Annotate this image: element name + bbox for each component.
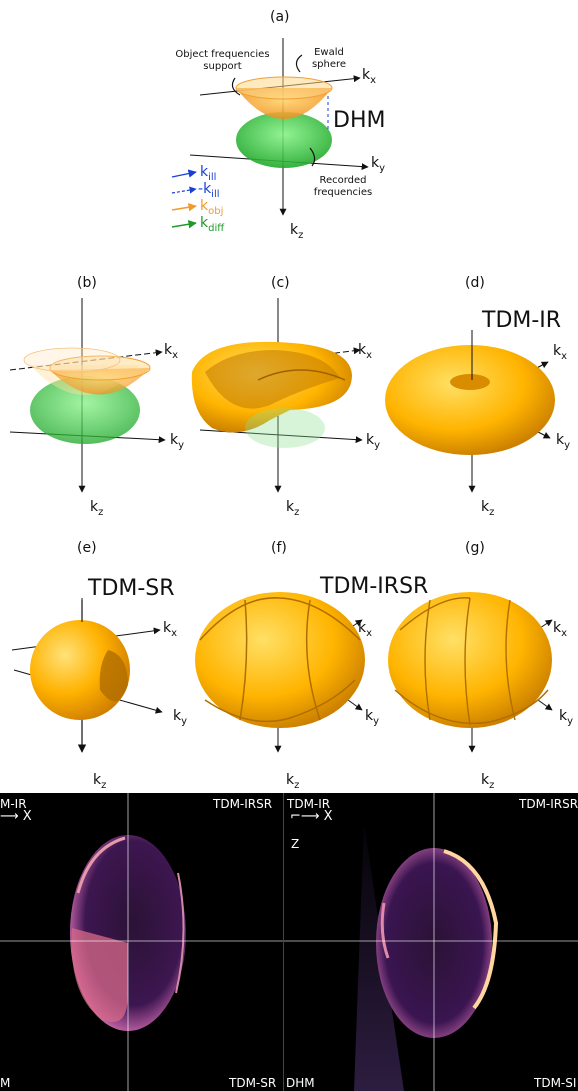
annotation-recorded: Recorded frequencies [313,175,373,198]
title-tdm-irsr: TDM-IRSR [320,574,429,599]
annotation-object-support: Object frequencies support [175,49,270,72]
panel-a-drawing [171,38,369,229]
d-axis-ky: ky [556,432,571,451]
legend-k-diff: kdiff [200,215,225,234]
f-axis-ky: ky [365,708,380,727]
g-axis-kz: kz [481,772,495,791]
a-axis-ky: ky [371,155,386,174]
c-axis-kz: kz [286,499,300,518]
panel-label-g: (g) [465,540,485,556]
left-axis-x-label: ⟶ X [0,809,32,824]
panel-label-d: (d) [465,275,485,291]
right-top-left-label: TDM-IR [287,797,331,811]
panel-b-drawing [9,298,166,493]
b-axis-kz: kz [90,499,104,518]
e-axis-kx: kx [163,620,178,639]
right-bottom-left-label: DHM [286,1076,315,1090]
panel-d-drawing [385,330,555,493]
legend-k-obj: kobj [200,198,224,217]
annotation-ewald: Ewald sphere [311,47,347,70]
right-axis-x-label: ⌐⟶ X [290,809,333,824]
d-axis-kx: kx [553,343,568,362]
right-bottom-right-label: TDM-SI [534,1076,577,1090]
left-top-right-label: TDM-IRSR [213,797,273,811]
panel-label-a: (a) [270,9,290,25]
e-axis-kz: kz [93,772,107,791]
panel-e-drawing [11,598,163,753]
right-axis-z-label: Z [291,837,300,851]
reconstruction-right: TDM-IR ⌐⟶ X Z TDM-IRSR DHM TDM-SI [283,793,578,1091]
panel-label-b: (b) [77,275,97,291]
title-tdm-ir: TDM-IR [482,308,562,333]
left-bottom-left-label: M [0,1076,11,1090]
c-axis-ky: ky [366,432,381,451]
left-bottom-right-label: TDM-SR [229,1076,277,1090]
panel-label-c: (c) [271,275,290,291]
a-axis-kz: kz [290,222,304,241]
panel-g-drawing [388,592,553,753]
panel-f-drawing [195,592,365,753]
e-axis-ky: ky [173,708,188,727]
figure-canvas [9,38,555,753]
c-axis-kx: kx [358,342,373,361]
g-axis-ky: ky [559,708,574,727]
panel-label-e: (e) [77,540,97,556]
f-axis-kx: kx [358,620,373,639]
panel-label-f: (f) [271,540,287,556]
b-axis-ky: ky [170,432,185,451]
legend-k-ill: kill [200,164,217,183]
title-tdm-sr: TDM-SR [88,576,175,601]
left-top-left-label: M-IR [0,797,27,811]
right-top-right-label: TDM-IRSR [519,797,578,811]
title-dhm: DHM [333,108,386,133]
reconstruction-left-image [0,793,283,1091]
g-axis-kx: kx [553,620,568,639]
panel-c-drawing [191,298,363,493]
f-axis-kz: kz [286,772,300,791]
a-axis-kx: kx [362,67,377,86]
d-axis-kz: kz [481,499,495,518]
b-axis-kx: kx [164,342,179,361]
reconstruction-left: M-IR ⟶ X TDM-IRSR M TDM-SR [0,793,283,1091]
reconstruction-right-image [284,793,578,1091]
legend-minus-k-ill: -kill [198,181,220,200]
